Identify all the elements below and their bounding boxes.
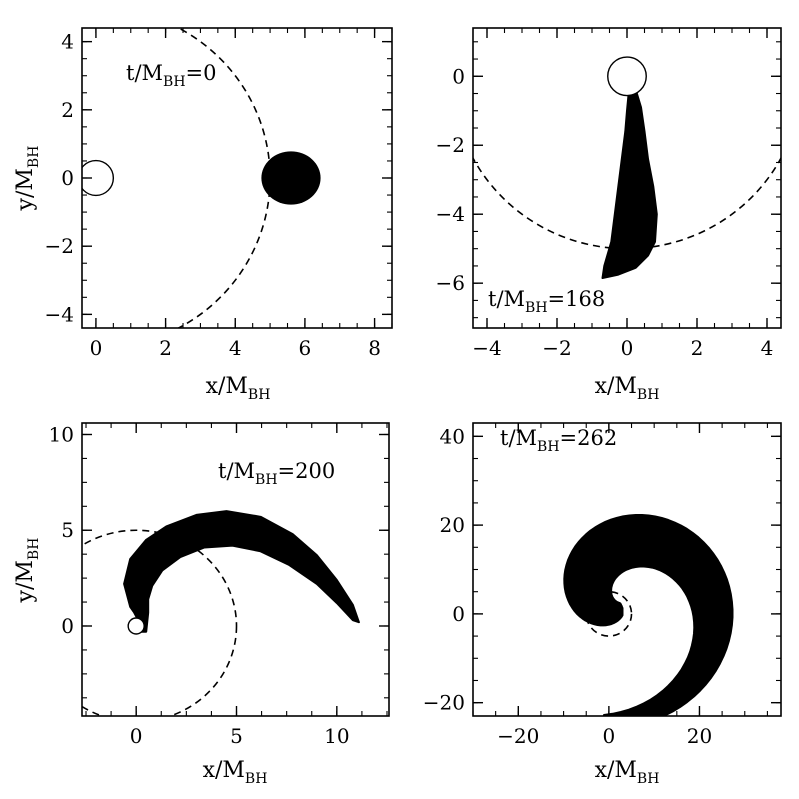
x-tick-label: 4: [761, 336, 774, 360]
x-axis-label: x/MBH: [206, 374, 271, 403]
x-tick-label: 8: [368, 336, 381, 360]
panel-top-left: 0 2 4 6 8 −4 −2 0 2 4 t/MBH=0 x/MBH y/MBH: [13, 27, 393, 403]
star-particles: [601, 89, 658, 279]
x-tick-label: −4: [472, 336, 501, 360]
y-tick-label: 20: [440, 513, 465, 537]
star-particles: [261, 151, 321, 205]
x-tick-label: −2: [542, 336, 571, 360]
panel-bottom-left: 0 5 10 0 5 10 t/MBH=200 x/MBH y/MBH: [13, 422, 390, 787]
y-axis-label: y/MBH: [13, 538, 42, 604]
reference-orbit-circle: [176, 28, 271, 328]
y-tick-label: −20: [423, 691, 465, 715]
panel-top-right: −4 −2 0 2 4 −6 −4 −2 0 t/MBH=168 x/MBH: [436, 27, 782, 403]
y-tick-label: 0: [452, 602, 465, 626]
x-tick-label: 2: [691, 336, 704, 360]
x-tick-label: 5: [230, 724, 243, 748]
x-tick-label: 0: [90, 336, 103, 360]
panel-bottom-right: −20 0 20 −20 0 20 40 t/MBH=262 x/MBH: [423, 422, 782, 787]
y-tick-label: −6: [436, 271, 465, 295]
black-hole-circle: [82, 159, 115, 197]
y-tick-label: 5: [61, 518, 74, 542]
y-tick-label: 0: [452, 64, 465, 88]
y-tick-label: 4: [61, 30, 74, 54]
time-annotation: t/MBH=200: [218, 459, 335, 488]
black-hole-circle: [127, 617, 145, 635]
y-tick-label: 2: [61, 98, 74, 122]
plot-area: [563, 514, 734, 716]
y-tick-label: −4: [436, 202, 465, 226]
time-annotation: t/MBH=168: [488, 287, 605, 316]
plot-area: [82, 510, 360, 716]
star-particles: [563, 514, 734, 716]
x-tick-label: 0: [130, 724, 143, 748]
plot-frame: [81, 422, 390, 717]
x-axis-label: x/MBH: [595, 374, 660, 403]
reference-orbit-circle: [82, 529, 238, 716]
x-axis-label: x/MBH: [595, 758, 660, 787]
y-tick-label: 0: [61, 614, 74, 638]
x-tick-label: 2: [159, 336, 172, 360]
plot-area: [473, 56, 781, 279]
y-tick-label: −2: [436, 133, 465, 157]
y-tick-label: −4: [45, 302, 74, 326]
time-annotation: t/MBH=0: [126, 61, 217, 90]
reference-orbit-circle: [585, 590, 633, 637]
x-tick-label: 10: [324, 724, 349, 748]
x-axis-label: x/MBH: [203, 758, 268, 787]
y-tick-label: 10: [49, 422, 74, 446]
black-hole-circle: [607, 56, 647, 97]
time-annotation: t/MBH=262: [500, 426, 617, 455]
plot-area: [82, 28, 321, 328]
y-tick-label: 0: [61, 166, 74, 190]
x-tick-label: 0: [603, 724, 616, 748]
x-tick-label: −20: [497, 724, 539, 748]
x-tick-label: 0: [621, 336, 634, 360]
x-tick-label: 4: [229, 336, 242, 360]
y-axis-label: y/MBH: [13, 146, 42, 212]
x-tick-label: 20: [687, 724, 712, 748]
x-tick-label: 6: [299, 336, 312, 360]
y-tick-label: −2: [45, 234, 74, 258]
y-tick-label: 40: [440, 424, 465, 448]
star-particles: [123, 510, 360, 633]
